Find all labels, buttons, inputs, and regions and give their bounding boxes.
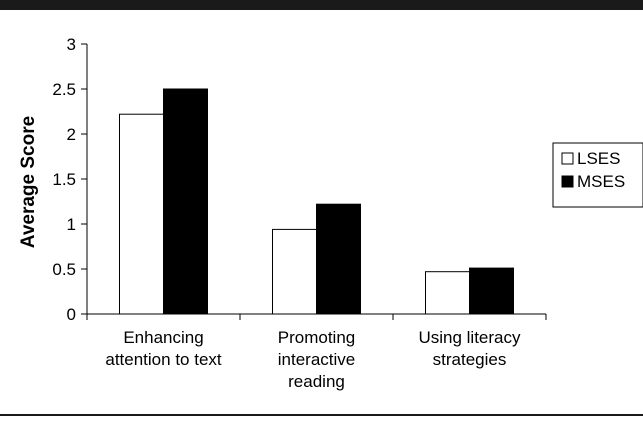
x-tick-label: interactive: [278, 350, 355, 369]
x-tick-label: Enhancing: [123, 328, 203, 347]
y-tick-label: 2: [67, 125, 76, 144]
legend-label-lses: LSES: [577, 149, 620, 168]
x-tick-label: strategies: [433, 350, 507, 369]
y-tick-label: 0.5: [52, 260, 76, 279]
x-tick-label: attention to text: [105, 350, 222, 369]
bar-lses: [272, 228, 317, 315]
y-tick-label: 1: [67, 215, 76, 234]
y-axis: 0 0.5 1 1.5 2 2.5 3: [52, 35, 88, 324]
bar-lses: [425, 271, 470, 315]
x-category-label: Using literacy strategies: [418, 328, 521, 369]
legend-label-mses: MSES: [577, 172, 625, 191]
y-tick-label: 2.5: [52, 80, 76, 99]
legend: LSES MSES: [552, 142, 643, 208]
bottom-rule: [0, 414, 643, 416]
y-tick-label: 3: [67, 35, 76, 54]
bar-mses: [163, 88, 208, 315]
y-tick-label: 1.5: [52, 170, 76, 189]
y-axis-label: Average Score: [18, 116, 39, 248]
bar-mses: [316, 203, 361, 315]
legend-swatch-lses: [561, 152, 574, 165]
y-tick-label: 0: [67, 305, 76, 324]
bar-lses: [119, 113, 164, 315]
x-tick-label: Promoting: [278, 328, 355, 347]
legend-swatch-mses: [561, 175, 574, 188]
top-rule: [0, 0, 643, 10]
bars: [119, 88, 514, 315]
bar-mses: [469, 267, 514, 315]
x-tick-label: reading: [288, 372, 345, 391]
x-category-label: Enhancing attention to text: [105, 328, 222, 369]
x-tick-label: Using literacy: [418, 328, 521, 347]
x-axis: Enhancing attention to text Promoting inter…: [86, 313, 547, 391]
x-category-label: Promoting interactive reading: [278, 328, 355, 391]
